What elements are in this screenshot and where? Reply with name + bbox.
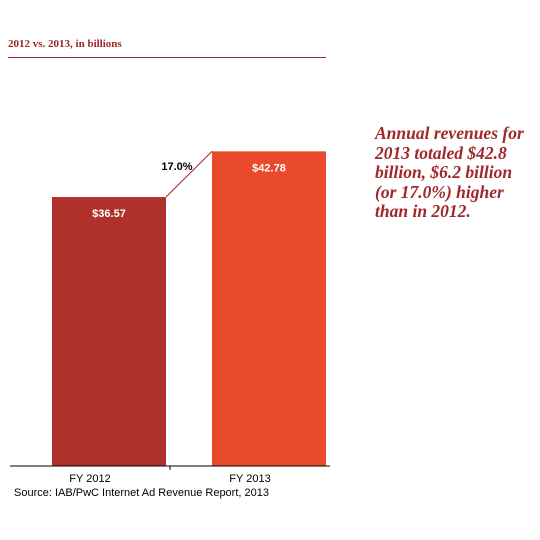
x-tick-label-1: FY 2013 bbox=[229, 473, 270, 485]
chart-subtitle: 2012 vs. 2013, in billions bbox=[8, 38, 122, 50]
bar-0 bbox=[52, 197, 166, 466]
bar-value-label-1: $42.78 bbox=[252, 162, 286, 174]
x-tick-label-0: FY 2012 bbox=[69, 473, 110, 485]
growth-percent-label: 17.0% bbox=[161, 161, 192, 173]
subtitle-rule bbox=[8, 57, 326, 58]
source-note: Source: IAB/PwC Internet Ad Revenue Repo… bbox=[14, 487, 269, 499]
growth-connector-line bbox=[165, 151, 213, 198]
callout-text: Annual revenues for 2013 totaled $42.8 b… bbox=[375, 123, 524, 221]
bar-value-label-0: $36.57 bbox=[92, 208, 126, 220]
bar-1 bbox=[212, 151, 326, 467]
